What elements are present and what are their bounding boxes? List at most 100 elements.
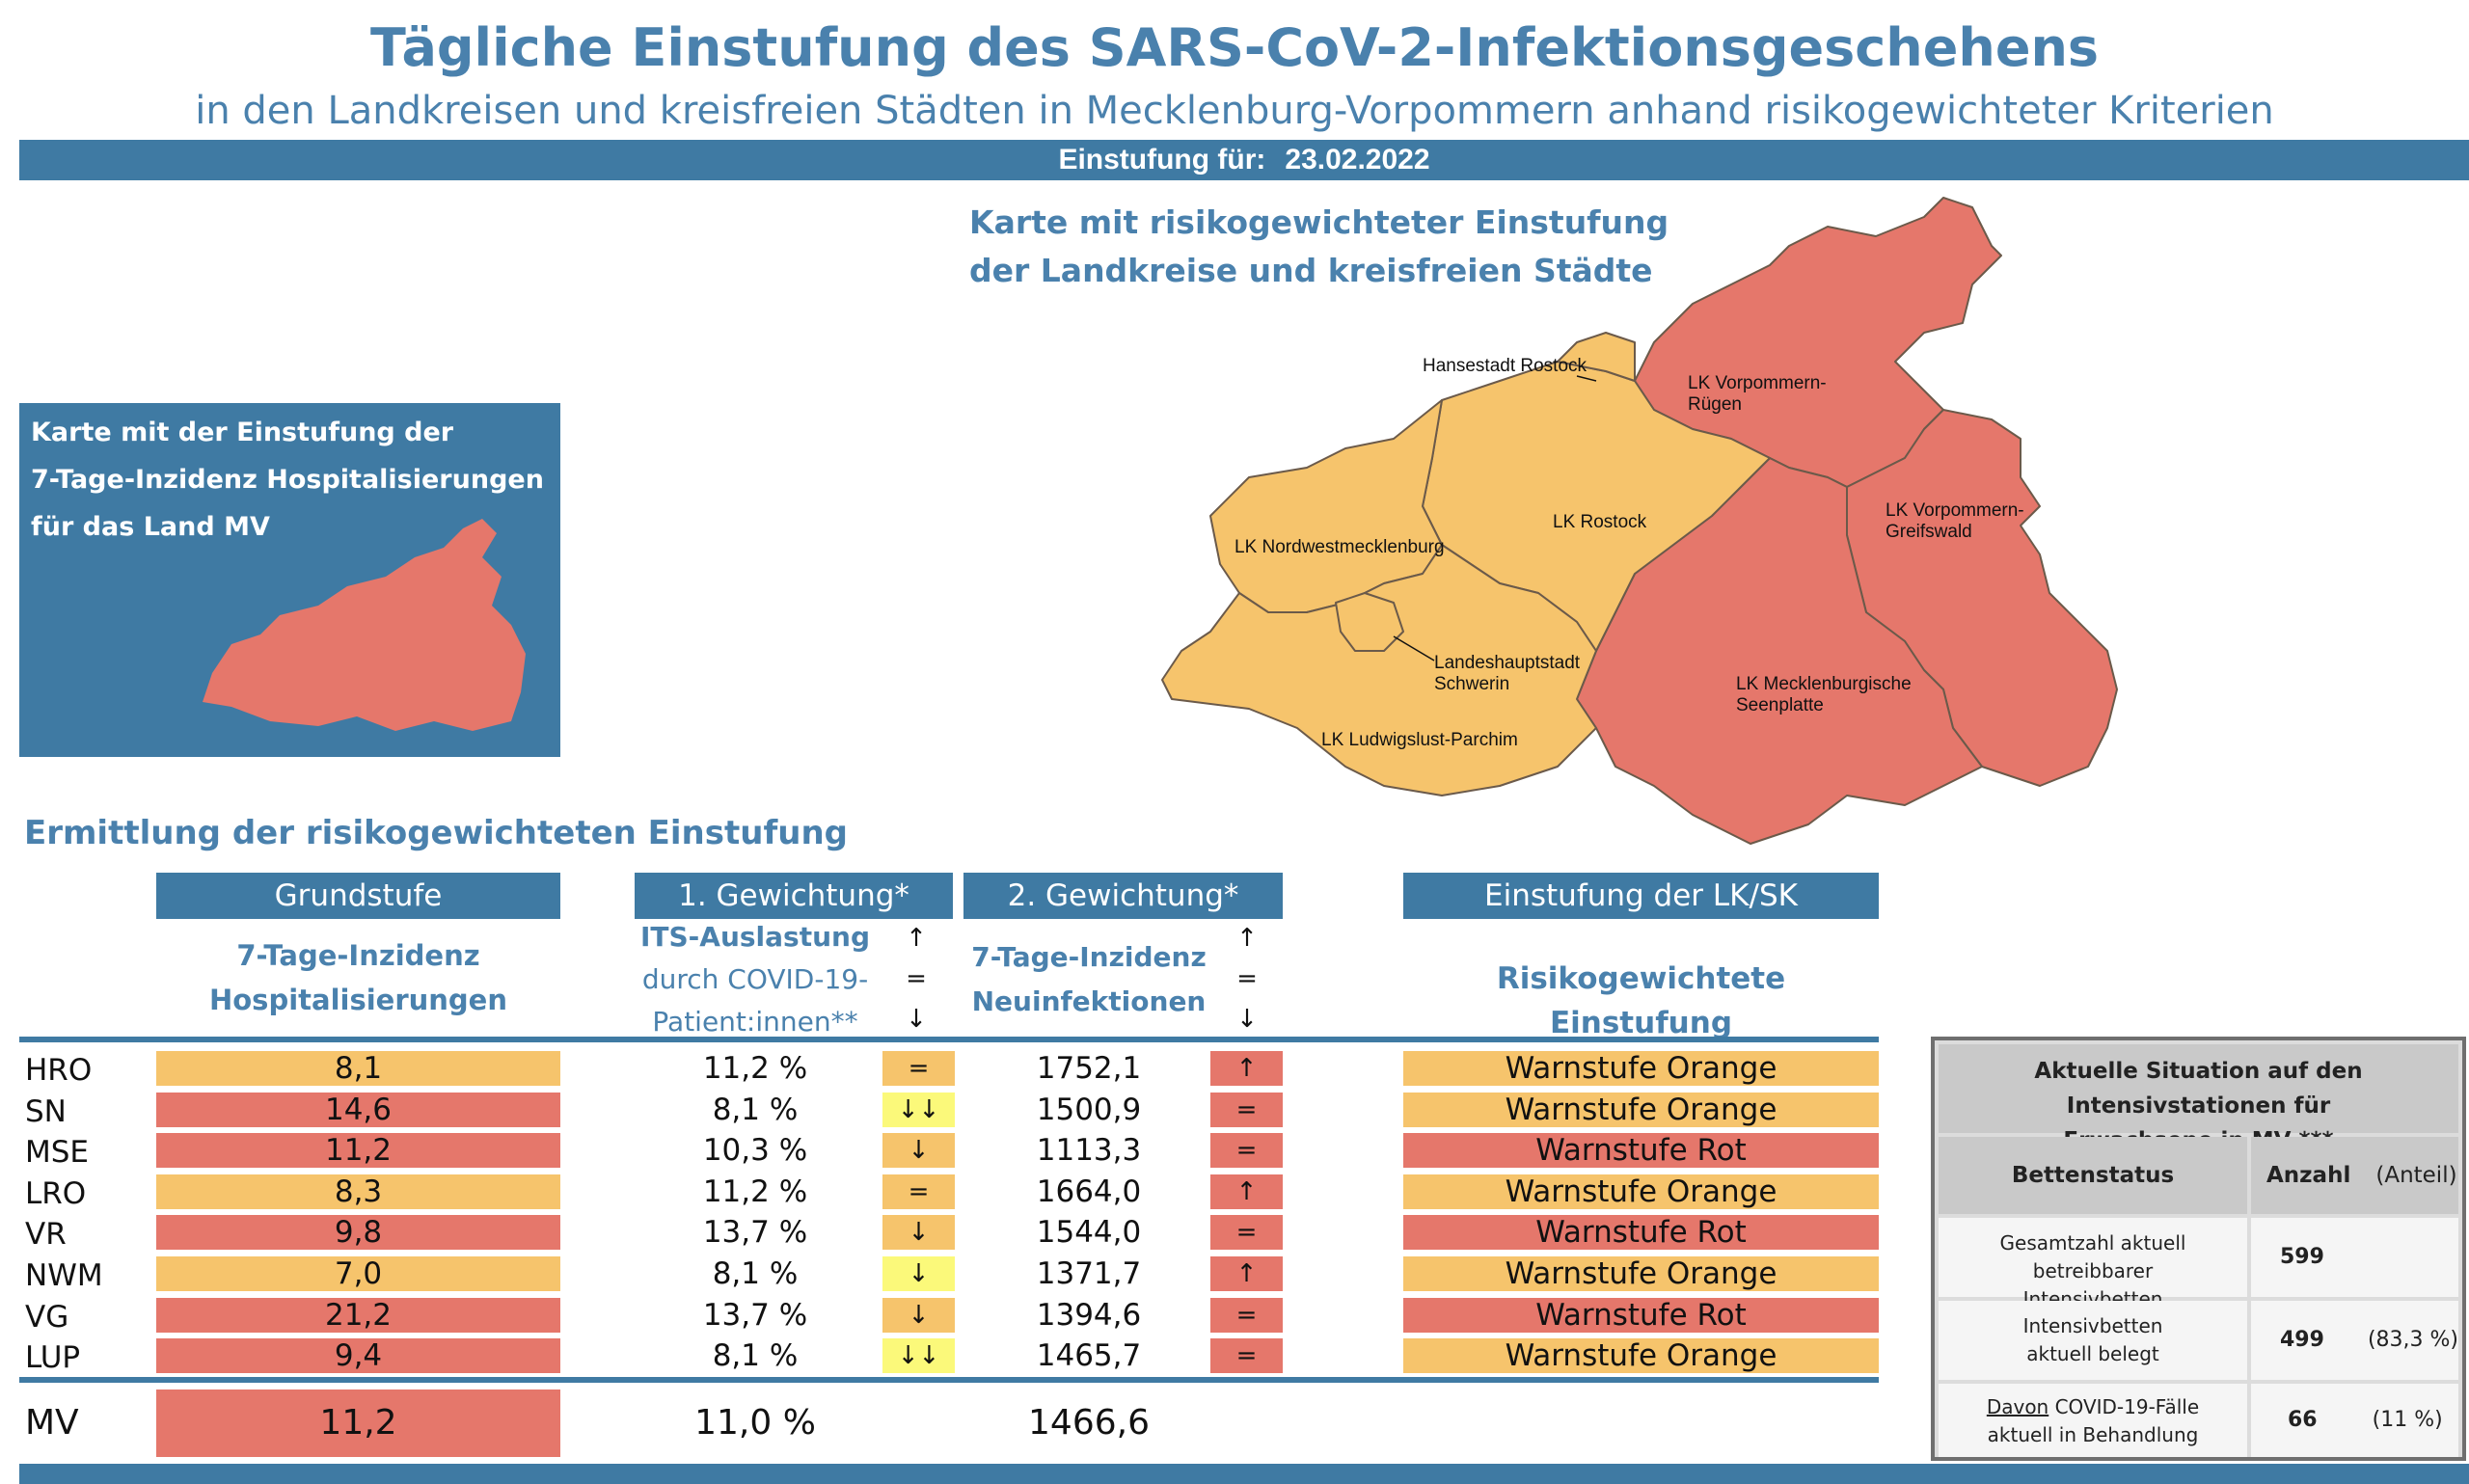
subhead-grundstufe-line1: 7-Tage-Inzidenz bbox=[236, 939, 480, 972]
its-col-anteil-label: (Anteil) bbox=[2375, 1163, 2457, 1188]
label-sn-2: Schwerin bbox=[1434, 674, 1509, 694]
its-row-2-label-line1: Intensivbetten bbox=[2022, 1314, 2163, 1337]
total-hosp-cell: 11,2 bbox=[156, 1390, 560, 1457]
small-map-caption-line3: für das Land MV bbox=[31, 512, 270, 542]
label-mse-2: Seenplatte bbox=[1736, 695, 1824, 715]
arrow-equal-icon: = bbox=[1236, 964, 1258, 993]
hosp-cell: 8,3 bbox=[156, 1174, 560, 1209]
subhead-einstufung: Risikogewichtete Einstufung bbox=[1496, 961, 1786, 1040]
region-lup bbox=[1161, 544, 1597, 796]
bottom-band bbox=[19, 1464, 2469, 1484]
hosp-cell: 7,0 bbox=[156, 1256, 560, 1291]
label-lro: LK Rostock bbox=[1553, 512, 1647, 532]
label-hro: Hansestadt Rostock bbox=[1423, 356, 1587, 376]
its-cell: 11,2 % bbox=[702, 1051, 808, 1086]
hosp-cell: 14,6 bbox=[156, 1093, 560, 1127]
label-vr-1: LK Vorpommern- bbox=[1688, 373, 1827, 393]
inz-trend-cell: = bbox=[1210, 1298, 1283, 1333]
arrow-up-icon: ↑ bbox=[906, 924, 927, 953]
its-trend-cell: = bbox=[882, 1051, 955, 1086]
date-value: 23.02.2022 bbox=[1285, 144, 1430, 175]
label-vr-2: Rügen bbox=[1688, 394, 1742, 415]
its-row-2-anteil: (83,3 %) bbox=[2367, 1328, 2458, 1352]
arrow-equal-icon: = bbox=[906, 964, 927, 993]
row-code: NWM bbox=[25, 1258, 103, 1293]
hosp-cell: 9,8 bbox=[156, 1215, 560, 1250]
its-row-1-anzahl: 599 bbox=[2280, 1245, 2324, 1269]
row-code: SN bbox=[25, 1094, 67, 1129]
page-title: Tägliche Einstufung des SARS-CoV-2-Infek… bbox=[369, 17, 2100, 78]
subhead-grundstufe: 7-Tage-Inzidenz Hospitalisierungen bbox=[156, 933, 560, 1022]
row-code: MSE bbox=[25, 1135, 90, 1170]
inz-trend-cell: = bbox=[1210, 1093, 1283, 1127]
row-code: VG bbox=[25, 1300, 69, 1335]
its-col-anzahl: Anzahl (Anteil) bbox=[2251, 1137, 2458, 1214]
col-header-grundstufe: Grundstufe bbox=[156, 873, 560, 919]
map-title-line1: Karte mit risikogewichteter Einstufung bbox=[969, 203, 1669, 241]
label-nwm: LK Nordwestmecklenburg bbox=[1234, 537, 1445, 557]
its-cell: 13,7 % bbox=[702, 1215, 808, 1250]
inz-trend-cell: = bbox=[1210, 1133, 1283, 1168]
its-row-3-label-line2: aktuell in Behandlung bbox=[1987, 1423, 2199, 1446]
col-header-g1: 1. Gewichtung* bbox=[635, 873, 953, 919]
page-subtitle: in den Landkreisen und kreisfreien Städt… bbox=[195, 89, 2274, 133]
small-map-caption: Karte mit der Einstufung der 7-Tage-Inzi… bbox=[31, 409, 544, 551]
its-cell: 8,1 % bbox=[712, 1093, 799, 1127]
its-cell: 10,3 % bbox=[702, 1133, 808, 1168]
its-row-3-label: Davon COVID-19-Fälle aktuell in Behandlu… bbox=[1939, 1384, 2247, 1457]
district-map: Hansestadt Rostock LK Vorpommern- Rügen … bbox=[1161, 197, 2118, 845]
arrow-down-icon: ↓ bbox=[906, 1005, 927, 1034]
its-trend-cell: ↓ bbox=[882, 1133, 955, 1168]
small-map-caption-line2: 7-Tage-Inzidenz Hospitalisierungen bbox=[31, 465, 544, 495]
table-divider-top bbox=[19, 1037, 1879, 1042]
stufe-cell: Warnstufe Orange bbox=[1403, 1338, 1879, 1373]
small-map-shape bbox=[203, 519, 526, 731]
its-row-1-value: 599 bbox=[2251, 1218, 2458, 1297]
its-cell: 13,7 % bbox=[702, 1298, 808, 1333]
label-sn-1: Landeshauptstadt bbox=[1434, 653, 1581, 673]
its-row-1-label: Gesamtzahl aktuell betreibbarer Intensiv… bbox=[1939, 1218, 2247, 1310]
table-divider-bottom bbox=[19, 1377, 1879, 1383]
region-hro bbox=[1557, 332, 1636, 382]
stufe-cell: Warnstufe Rot bbox=[1403, 1298, 1879, 1333]
label-vg-1: LK Vorpommern- bbox=[1886, 500, 2024, 521]
subhead-its-line2: durch COVID-19- bbox=[641, 963, 869, 995]
row-code: LRO bbox=[25, 1176, 87, 1211]
inz-trend-cell: ↑ bbox=[1210, 1051, 1283, 1086]
inz-cell: 1544,0 bbox=[1036, 1215, 1142, 1250]
stufe-cell: Warnstufe Rot bbox=[1403, 1133, 1879, 1168]
inz-trend-cell: ↑ bbox=[1210, 1174, 1283, 1209]
subhead-inz: 7-Tage-Inzidenz Neuinfektionen bbox=[963, 935, 1214, 1024]
its-row-2-value: 499 (83,3 %) bbox=[2251, 1301, 2458, 1380]
its-cell: 8,1 % bbox=[712, 1338, 799, 1373]
inz-cell: 1664,0 bbox=[1036, 1174, 1142, 1209]
its-col-anzahl-label: Anzahl bbox=[2266, 1163, 2351, 1188]
inz-cell: 1371,7 bbox=[1036, 1256, 1142, 1291]
label-lup: LK Ludwigslust-Parchim bbox=[1321, 730, 1518, 750]
its-row-1-label-line1: Gesamtzahl aktuell betreibbarer bbox=[1999, 1231, 2186, 1282]
inz-trend-cell: = bbox=[1210, 1215, 1283, 1250]
its-table-title: Aktuelle Situation auf den Intensivstati… bbox=[1939, 1044, 2458, 1153]
its-row-3-label-underlined: Davon bbox=[1986, 1395, 2049, 1418]
its-row-2-label: Intensivbetten aktuell belegt bbox=[1939, 1301, 2247, 1380]
subhead-grundstufe-line2: Hospitalisierungen bbox=[208, 984, 507, 1016]
subhead-its-line3: Patient:innen** bbox=[652, 1006, 858, 1038]
inz-trend-cell: ↑ bbox=[1210, 1256, 1283, 1291]
inz-trend-cell: = bbox=[1210, 1338, 1283, 1373]
subhead-inz-line2: Neuinfektionen bbox=[971, 985, 1207, 1017]
small-map-caption-line1: Karte mit der Einstufung der bbox=[31, 418, 454, 447]
hosp-cell: 21,2 bbox=[156, 1298, 560, 1333]
subhead-inz-line1: 7-Tage-Inzidenz bbox=[971, 941, 1207, 973]
its-trend-cell: ↓↓ bbox=[882, 1338, 955, 1373]
inz-cell: 1500,9 bbox=[1036, 1093, 1142, 1127]
inz-cell: 1394,6 bbox=[1036, 1298, 1142, 1333]
stufe-cell: Warnstufe Orange bbox=[1403, 1093, 1879, 1127]
its-situation-table: Aktuelle Situation auf den Intensivstati… bbox=[1931, 1037, 2466, 1461]
arrow-down-icon: ↓ bbox=[1236, 1005, 1258, 1034]
hosp-cell: 11,2 bbox=[156, 1133, 560, 1168]
its-trend-cell: ↓↓ bbox=[882, 1093, 955, 1127]
date-band: Einstufung für: 23.02.2022 bbox=[19, 140, 2469, 180]
arrow-up-icon: ↑ bbox=[1236, 924, 1258, 953]
its-row-2-anzahl: 499 bbox=[2280, 1328, 2324, 1352]
small-map-box: Karte mit der Einstufung der 7-Tage-Inzi… bbox=[19, 403, 560, 757]
